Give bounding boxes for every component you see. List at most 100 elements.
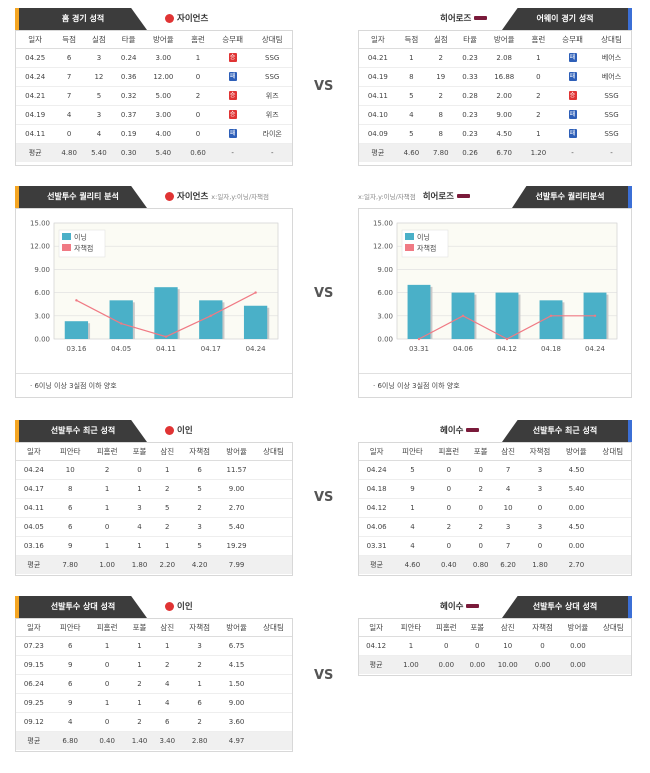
table-cell: 3	[521, 517, 559, 537]
pitcher-vs-home-title: 선발투수 상대 성적	[15, 596, 147, 618]
table-cell: 2	[153, 479, 182, 499]
legend-label-earned-runs: 자책점	[74, 244, 93, 253]
table-cell	[255, 636, 292, 656]
y-tick-label: 0.00	[34, 336, 50, 344]
average-row: 평균 4.60 0.40 0.80 6.20 1.80 2.70	[359, 555, 631, 574]
home-recent-title: 홈 경기 성적	[15, 8, 147, 30]
column-header: 승무패	[553, 31, 592, 49]
y-tick-label: 15.00	[373, 220, 393, 228]
average-cell: 5.40	[143, 143, 184, 162]
pitcher-recent-away-table: 일자 피안타 피홈런 포볼 삼진 자책점 방어율 상대팀 04.24 5 0 0 7 3 4.50 04.18…	[359, 443, 631, 574]
table-cell: 2.70	[218, 498, 256, 518]
table-cell: 03.16	[16, 536, 52, 556]
quality-home-chart-box: 15.00 12.00 9.00 6.00 3.00 0.00 03.16 04.05 04.1…	[15, 208, 293, 398]
heroes-logo-icon	[457, 194, 470, 198]
table-cell	[594, 479, 631, 499]
column-header: 실점	[426, 31, 456, 49]
table-cell: 0	[430, 479, 467, 499]
x-tick-label: 04.24	[246, 345, 267, 353]
table-cell: 04.21	[359, 48, 397, 68]
pitcher-vs-away-panel: 일자 피안타 피홈런 포볼 삼진 자책점 방어율 상대팀 04.12 1 0 0 10 0 0.00 평균 1.…	[358, 618, 632, 676]
table-cell: 2.00	[484, 86, 524, 106]
average-cell: 평균	[359, 655, 394, 674]
column-header: 상대팀	[592, 31, 631, 49]
pitcher-vs-away-name: 헤이수	[440, 600, 480, 612]
table-row: 04.24 5 0 0 7 3 4.50	[359, 460, 631, 480]
average-row: 평균 4.80 5.40 0.30 5.40 0.60- -	[16, 143, 292, 162]
table-cell: 3	[181, 636, 219, 656]
table-cell	[594, 536, 631, 556]
x-tick-label: 04.17	[201, 345, 221, 353]
table-cell: 2	[430, 517, 467, 537]
column-header: 방어율	[143, 31, 184, 49]
average-cell: 2.20	[153, 555, 182, 574]
table-cell: 베어스	[592, 48, 631, 68]
average-cell: 4.97	[218, 731, 256, 750]
pitcher-recent-away-header: 헤이수 선발투수 최근 성적	[358, 420, 632, 442]
table-cell: 5	[396, 124, 427, 144]
table-cell: 1	[393, 636, 429, 656]
table-cell: 9.00	[218, 693, 256, 713]
column-header: 일자	[359, 619, 394, 637]
average-cell	[255, 731, 292, 750]
table-cell: 04.24	[16, 460, 52, 480]
column-header: 포볼	[466, 443, 495, 461]
average-cell: 1.80	[521, 555, 559, 574]
table-cell: 12	[84, 67, 114, 87]
table-cell: 07.23	[16, 636, 52, 656]
y-tick-label: 15.00	[30, 220, 50, 228]
quality-home-title: 선발투수 퀄리티 분석	[15, 186, 147, 208]
quality-home-team: 자이언츠 x:일자,y:이닝/자책점	[165, 190, 273, 202]
giants-logo-icon	[165, 601, 174, 611]
table-cell: 8	[396, 67, 427, 87]
column-header: 상대팀	[595, 619, 631, 637]
table-cell: 0	[88, 712, 126, 732]
table-row: 04.09 5 8 0.23 4.50 1 패 SSG	[359, 124, 631, 144]
table-cell: 0	[466, 498, 495, 518]
average-row: 평균 6.80 0.40 1.40 3.40 2.80 4.97	[16, 731, 292, 750]
legend-swatch-innings	[405, 233, 414, 240]
legend-swatch-earned-runs	[405, 244, 414, 251]
table-cell: 2.08	[484, 48, 524, 68]
table-cell: 0	[54, 124, 85, 144]
table-cell: 3	[84, 105, 114, 125]
table-cell: 1	[88, 693, 126, 713]
loss-badge: 패	[228, 72, 237, 81]
table-cell: 7	[54, 86, 85, 106]
table-row: 04.11 6 1 3 5 2 2.70	[16, 498, 292, 518]
average-cell: -	[553, 143, 592, 162]
table-cell: 5	[394, 460, 431, 480]
table-cell: 2	[523, 86, 554, 106]
average-cell: 1.80	[125, 555, 154, 574]
table-cell: 0	[430, 460, 467, 480]
bar-innings	[109, 300, 133, 339]
table-cell: 1	[125, 536, 154, 556]
table-cell: 8	[426, 124, 456, 144]
table-cell: 0	[183, 105, 213, 125]
legend-swatch-earned-runs	[62, 244, 71, 251]
table-row: 04.05 6 0 4 2 3 5.40	[16, 517, 292, 537]
column-header: 승무패	[212, 31, 253, 49]
point-earned-runs	[461, 314, 465, 317]
table-cell: 5.40	[218, 517, 256, 537]
average-cell	[595, 655, 631, 674]
average-cell: 0.00	[560, 655, 596, 674]
table-row: 04.06 4 2 2 3 3 4.50	[359, 517, 631, 537]
x-tick-label: 04.18	[541, 345, 561, 353]
table-cell: 0.00	[560, 636, 596, 656]
column-header: 피안타	[51, 619, 89, 637]
average-cell: -	[252, 143, 292, 162]
table-cell: 2	[125, 674, 154, 694]
table-cell: 19.29	[218, 536, 256, 556]
pitcher-vs-away-title: 선발투수 상대 성적	[502, 596, 632, 618]
column-header: 포볼	[125, 443, 154, 461]
average-cell: 1.00	[88, 555, 126, 574]
table-cell: 2	[183, 86, 213, 106]
column-header: 자책점	[521, 443, 559, 461]
table-cell: 11.57	[218, 460, 256, 480]
table-cell: 04.24	[359, 460, 395, 480]
table-cell: 6	[181, 693, 219, 713]
table-row: 04.12 1 0 0 10 0 0.00	[359, 636, 631, 656]
table-row: 03.16 9 1 1 1 5 19.29	[16, 536, 292, 556]
average-cell: 0.60	[183, 143, 213, 162]
